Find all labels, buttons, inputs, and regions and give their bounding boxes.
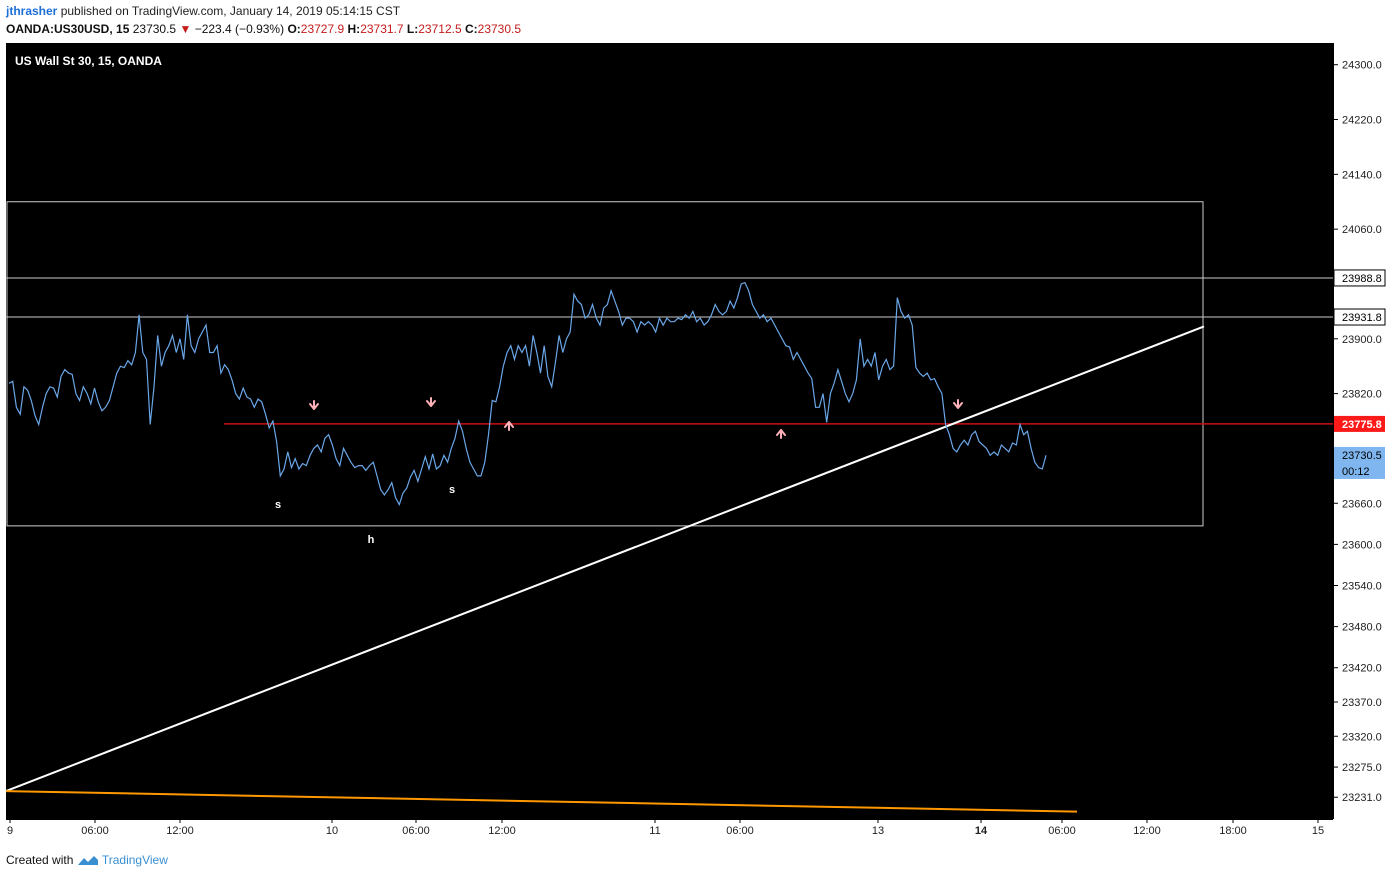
created-with-text: Created with bbox=[6, 853, 74, 867]
time-tick-label: 06:00 bbox=[726, 825, 754, 837]
arrow-down-icon bbox=[953, 399, 963, 409]
price-tick-label: 23420.0 bbox=[1342, 663, 1382, 675]
symbol-name: OANDA:US30USD, 15 bbox=[6, 22, 130, 36]
time-tick-label: 12:00 bbox=[488, 825, 516, 837]
arrow-up-icon bbox=[504, 421, 514, 431]
price-label-box bbox=[1334, 415, 1385, 432]
price-tick-label: 23370.0 bbox=[1342, 697, 1382, 709]
tradingview-brand-link[interactable]: TradingView bbox=[101, 853, 168, 867]
price-axis-background bbox=[1333, 43, 1390, 840]
price-label-box bbox=[1334, 446, 1385, 463]
pattern-label: h bbox=[368, 534, 375, 546]
trendline-orange-downtrend[interactable] bbox=[5, 790, 1078, 813]
arrow-down-icon bbox=[309, 400, 319, 410]
open-value: 23727.9 bbox=[300, 22, 345, 36]
time-tick-label: 12:00 bbox=[166, 825, 194, 837]
price-chart[interactable]: shs 24300.024220.024140.024060.023900.02… bbox=[5, 43, 1390, 840]
price-series-line bbox=[8, 281, 1047, 507]
pattern-label: s bbox=[449, 484, 455, 496]
time-tick-label: 12:00 bbox=[1133, 825, 1161, 837]
price-label: 00:12 bbox=[1342, 466, 1370, 478]
price-label: 23730.5 bbox=[1342, 450, 1382, 462]
low-value: 23712.5 bbox=[418, 22, 462, 36]
high-value: 23731.7 bbox=[360, 22, 404, 36]
arrow-down-icon bbox=[426, 397, 436, 407]
price-label: 23775.8 bbox=[1342, 419, 1382, 431]
price-label: 23931.8 bbox=[1342, 312, 1382, 324]
footer: Created with TradingView bbox=[6, 853, 168, 867]
price-label-box bbox=[1334, 462, 1385, 479]
price-tick-label: 23540.0 bbox=[1342, 580, 1382, 592]
published-text: published on TradingView.com, January 14… bbox=[60, 4, 401, 18]
publish-line: jthrasher published on TradingView.com, … bbox=[6, 4, 400, 18]
price-axis: 24300.0 24220.0 24140.0 24060.0 23900.0 23820… bbox=[1333, 43, 1390, 840]
price-label-box bbox=[1333, 308, 1386, 326]
close-label: C: bbox=[464, 22, 478, 36]
high-label: H: bbox=[347, 22, 361, 36]
annotation-layer: s h s bbox=[275, 397, 963, 546]
drawing-layer bbox=[5, 201, 1333, 813]
author-link[interactable]: jthrasher bbox=[6, 4, 58, 18]
time-tick-label: 11 bbox=[649, 825, 660, 837]
price-label: 23988.8 bbox=[1342, 273, 1382, 285]
time-tick-label: 9 bbox=[7, 825, 13, 837]
price-tick-label: 24140.0 bbox=[1342, 169, 1382, 181]
arrow-up-icon bbox=[776, 429, 786, 439]
price-tick-label: 23275.0 bbox=[1342, 762, 1382, 774]
price-tick-label: 23480.0 bbox=[1342, 622, 1382, 634]
price-tick-label: 23320.0 bbox=[1342, 731, 1382, 743]
time-tick-label: 14 bbox=[975, 825, 988, 837]
symbol-legend: OANDA:US30USD, 15 23730.5 ▼ −223.4 (−0.9… bbox=[6, 22, 521, 36]
close-value: 23730.5 bbox=[477, 22, 522, 36]
price-label-box bbox=[1333, 269, 1386, 287]
tradingview-logo-icon bbox=[77, 856, 98, 865]
time-tick-label: 06:00 bbox=[402, 825, 430, 837]
price-tick-label: 24220.0 bbox=[1342, 115, 1382, 127]
price-tick-label: 23820.0 bbox=[1342, 389, 1382, 401]
time-axis: 9 06:00 12:00 10 06:00 12:00 11 06:00 13 14 06:00 1… bbox=[6, 819, 1390, 840]
chart-title: US Wall St 30, 15, OANDA bbox=[15, 54, 162, 68]
price-tick-label: 23900.0 bbox=[1342, 334, 1382, 346]
price-tick-label: 24060.0 bbox=[1342, 224, 1382, 236]
series-layer bbox=[8, 281, 1047, 507]
price-tick-label: 23231.0 bbox=[1342, 792, 1382, 804]
time-tick-label: 13 bbox=[872, 825, 884, 837]
time-tick-label: 06:00 bbox=[81, 825, 109, 837]
low-label: L: bbox=[406, 22, 419, 36]
time-tick-label: 18:00 bbox=[1219, 825, 1247, 837]
trendline-white-uptrend[interactable] bbox=[5, 325, 1205, 793]
price-change: −223.4 (−0.93%) bbox=[194, 22, 285, 36]
last-price: 23730.5 bbox=[132, 22, 177, 36]
price-tick-label: 23600.0 bbox=[1342, 539, 1382, 551]
time-axis-background bbox=[6, 819, 1390, 840]
down-arrow-icon: ▼ bbox=[179, 22, 192, 36]
time-tick-label: 15 bbox=[1312, 825, 1324, 837]
range-rectangle[interactable] bbox=[6, 201, 1204, 527]
price-tick-label: 24300.0 bbox=[1342, 60, 1382, 72]
price-tick-label: 23660.0 bbox=[1342, 498, 1382, 510]
time-tick-label: 06:00 bbox=[1048, 825, 1076, 837]
time-tick-label: 10 bbox=[326, 825, 338, 837]
pattern-label: s bbox=[275, 499, 281, 511]
open-label: O: bbox=[287, 22, 301, 36]
